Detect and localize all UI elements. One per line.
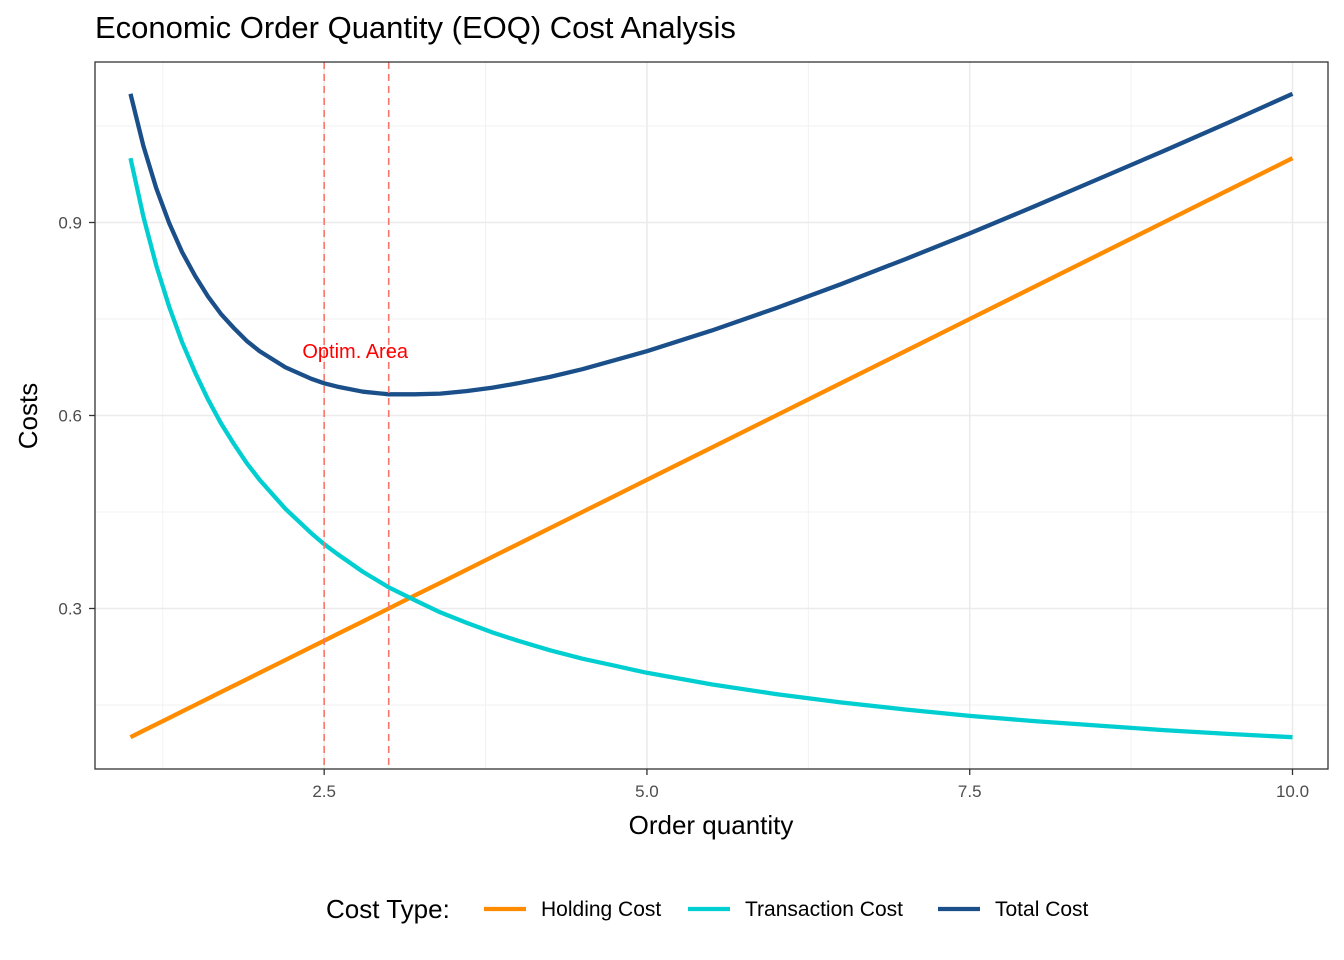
y-tick-label: 0.6: [58, 407, 82, 426]
x-tick-label: 2.5: [312, 782, 336, 801]
annotations: Optim. Area: [302, 341, 408, 363]
x-axis: 2.5 5.0 7.5 10.0: [312, 769, 1309, 801]
legend-label-transaction-cost: Transaction Cost: [745, 898, 903, 921]
x-tick-label: 5.0: [635, 782, 659, 801]
series-line-transaction-cost: [128, 157, 1293, 740]
legend-label-holding-cost: Holding Cost: [541, 898, 661, 921]
series-lines: [128, 91, 1294, 740]
series-line-holding-cost: [129, 156, 1294, 740]
y-axis-title: Costs: [13, 383, 43, 449]
legend-label-total-cost: Total Cost: [995, 898, 1089, 921]
y-axis: 0.3 0.6 0.9: [58, 214, 95, 618]
legend-title: Cost Type:: [326, 894, 450, 924]
x-tick-label: 7.5: [958, 782, 982, 801]
reference-lines: [323, 62, 390, 769]
legend: Cost Type: Holding Cost Transaction Cost To…: [326, 894, 1089, 924]
y-tick-label: 0.9: [58, 214, 82, 233]
major-gridlines: [95, 62, 1328, 769]
x-axis-title: Order quantity: [629, 810, 794, 840]
series-line-total-cost: [128, 91, 1294, 397]
x-tick-label: 10.0: [1276, 782, 1309, 801]
chart-title: Economic Order Quantity (EOQ) Cost Analy…: [95, 10, 736, 45]
annotation-label: Optim. Area: [302, 341, 408, 363]
y-tick-label: 0.3: [58, 599, 82, 618]
